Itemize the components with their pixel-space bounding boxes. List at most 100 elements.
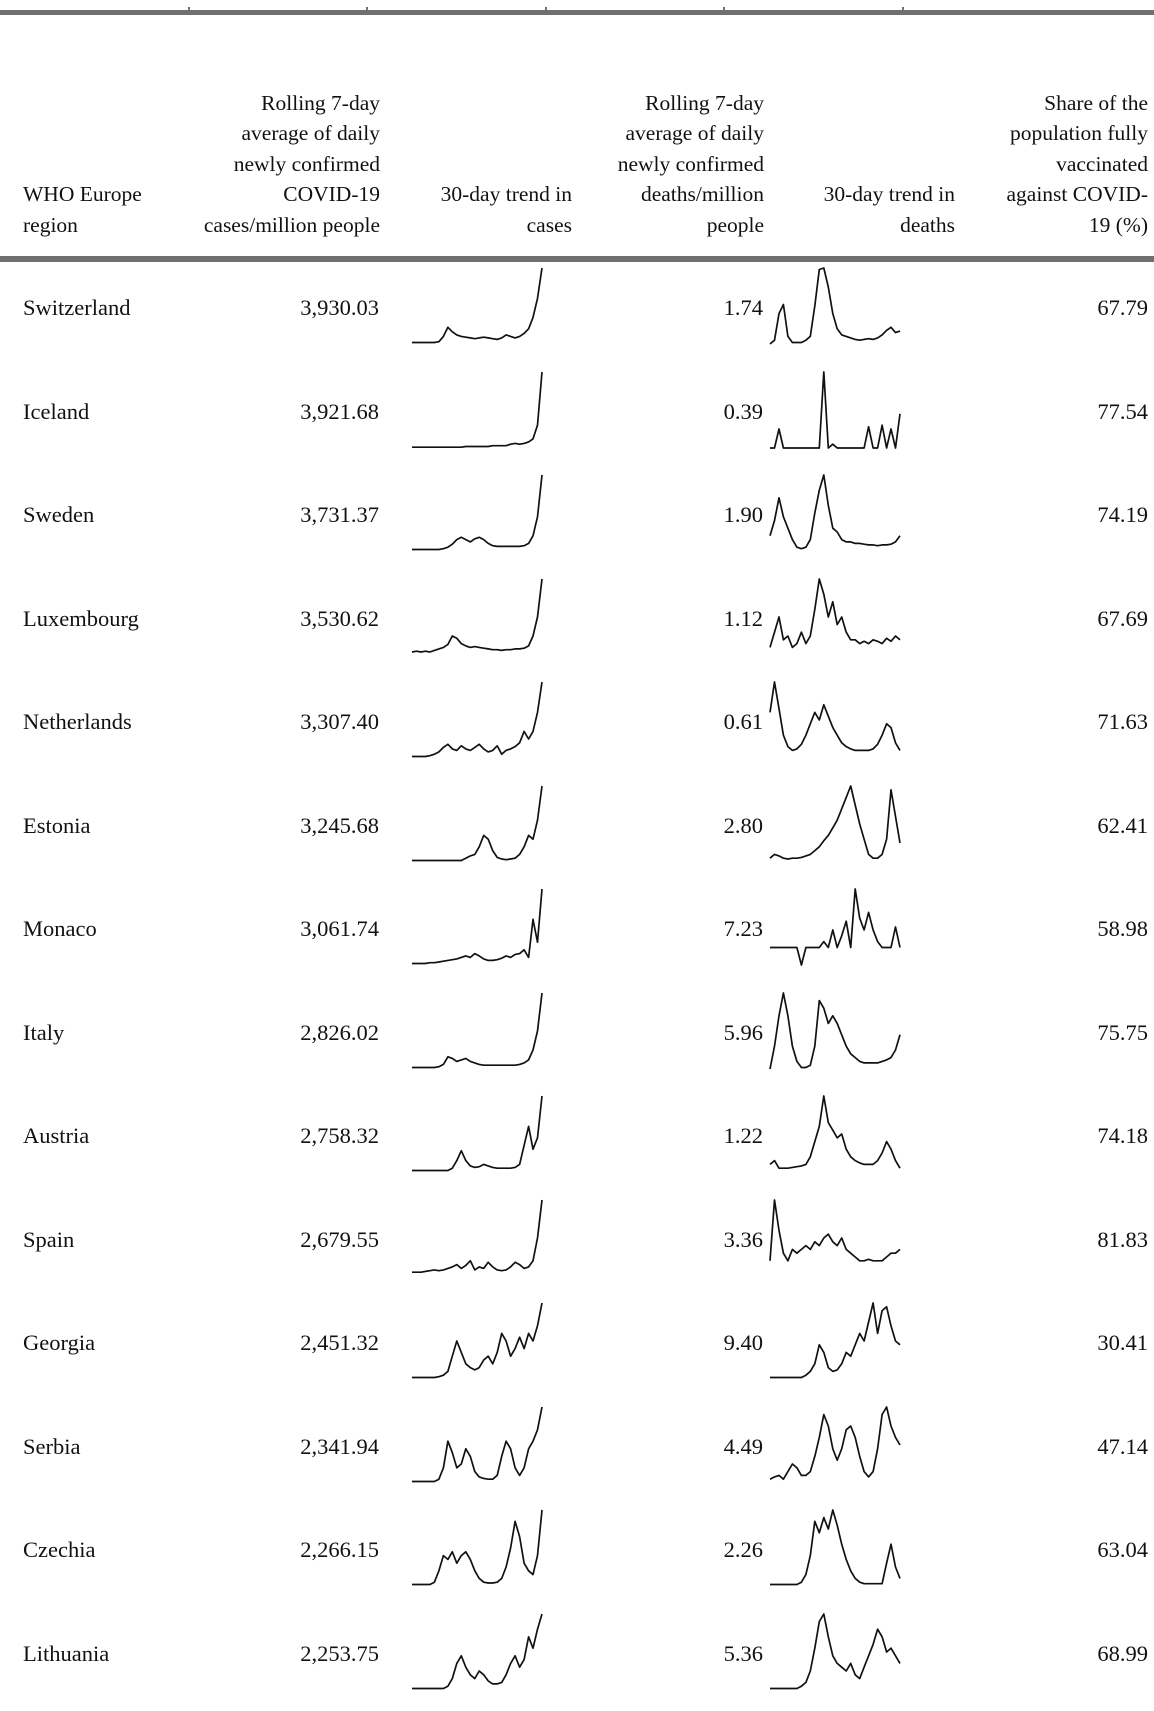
deaths-trend-sparkline-iceland xyxy=(770,372,900,448)
country-cell: Iceland xyxy=(23,397,89,427)
deaths-average-cell: 3.36 xyxy=(724,1225,763,1255)
vaccinated-share-cell: 81.83 xyxy=(1097,1225,1148,1255)
country-cell: Spain xyxy=(23,1225,74,1255)
header-vaccinated-share: Share of the population fully vaccinated… xyxy=(995,88,1148,241)
country-cell: Estonia xyxy=(23,811,91,841)
deaths-trend-sparkline-monaco-line xyxy=(770,889,900,965)
header-deaths-average: Rolling 7-day average of daily newly con… xyxy=(580,88,764,241)
table-row: Italy 2,826.02 5.96 75.75 xyxy=(0,987,1154,1091)
deaths-trend-sparkline-austria-line xyxy=(770,1096,900,1168)
vaccinated-share-cell: 75.75 xyxy=(1097,1018,1148,1048)
deaths-average-cell: 1.74 xyxy=(724,293,763,323)
vaccinated-share-cell: 67.69 xyxy=(1097,604,1148,634)
deaths-average-cell: 0.61 xyxy=(724,707,763,737)
table-row: Luxembourg 3,530.62 1.12 67.69 xyxy=(0,573,1154,677)
deaths-average-cell: 9.40 xyxy=(724,1328,763,1358)
deaths-trend-sparkline-lithuania xyxy=(770,1614,900,1690)
vaccinated-share-cell: 74.19 xyxy=(1097,500,1148,530)
cases-trend-sparkline-italy-line xyxy=(412,993,542,1068)
header-deaths-trend: 30-day trend in deaths xyxy=(785,179,955,240)
cases-trend-sparkline-austria xyxy=(412,1096,542,1172)
deaths-average-cell: 2.80 xyxy=(724,811,763,841)
cases-trend-sparkline-iceland-line xyxy=(412,372,542,447)
table-row: Switzerland 3,930.03 1.74 67.79 xyxy=(0,262,1154,366)
cases-trend-sparkline-sweden xyxy=(412,475,542,551)
cases-average-cell: 3,530.62 xyxy=(300,604,379,634)
cases-trend-sparkline-spain-line xyxy=(412,1200,542,1272)
deaths-average-cell: 4.49 xyxy=(724,1432,763,1462)
cases-trend-sparkline-serbia xyxy=(412,1407,542,1483)
country-cell: Lithuania xyxy=(23,1639,109,1669)
cases-trend-sparkline-luxembourg-line xyxy=(412,579,542,652)
deaths-trend-sparkline-iceland-line xyxy=(770,372,900,448)
cases-average-cell: 2,253.75 xyxy=(300,1639,379,1669)
country-cell: Italy xyxy=(23,1018,64,1048)
deaths-trend-sparkline-czechia-line xyxy=(770,1510,900,1585)
deaths-trend-sparkline-sweden-line xyxy=(770,475,900,549)
cases-trend-sparkline-iceland xyxy=(412,372,542,448)
cases-average-cell: 3,731.37 xyxy=(300,500,379,530)
header-cases-trend: 30-day trend in cases xyxy=(400,179,572,240)
deaths-trend-sparkline-netherlands xyxy=(770,682,900,758)
deaths-trend-sparkline-switzerland-line xyxy=(770,268,900,344)
cases-average-cell: 3,930.03 xyxy=(300,293,379,323)
country-cell: Czechia xyxy=(23,1535,95,1565)
deaths-average-cell: 1.12 xyxy=(724,604,763,634)
cases-average-cell: 2,451.32 xyxy=(300,1328,379,1358)
vaccinated-share-cell: 68.99 xyxy=(1097,1639,1148,1669)
deaths-trend-sparkline-serbia xyxy=(770,1407,900,1483)
cases-trend-sparkline-austria-line xyxy=(412,1096,542,1171)
country-cell: Luxembourg xyxy=(23,604,139,634)
cases-trend-sparkline-switzerland xyxy=(412,268,542,344)
cases-trend-sparkline-estonia xyxy=(412,786,542,862)
deaths-average-cell: 1.90 xyxy=(724,500,763,530)
deaths-trend-sparkline-spain xyxy=(770,1200,900,1276)
country-cell: Georgia xyxy=(23,1328,95,1358)
country-cell: Austria xyxy=(23,1121,89,1151)
cases-average-cell: 2,679.55 xyxy=(300,1225,379,1255)
table-row: Spain 2,679.55 3.36 81.83 xyxy=(0,1194,1154,1298)
cases-average-cell: 3,921.68 xyxy=(300,397,379,427)
country-cell: Switzerland xyxy=(23,293,130,323)
deaths-average-cell: 2.26 xyxy=(724,1535,763,1565)
cases-trend-sparkline-georgia-line xyxy=(412,1303,542,1378)
deaths-trend-sparkline-austria xyxy=(770,1096,900,1172)
cases-average-cell: 3,245.68 xyxy=(300,811,379,841)
table-row: Sweden 3,731.37 1.90 74.19 xyxy=(0,469,1154,573)
cases-trend-sparkline-netherlands xyxy=(412,682,542,758)
deaths-trend-sparkline-luxembourg xyxy=(770,579,900,655)
vaccinated-share-cell: 74.18 xyxy=(1097,1121,1148,1151)
deaths-average-cell: 5.96 xyxy=(724,1018,763,1048)
cases-average-cell: 3,307.40 xyxy=(300,707,379,737)
vaccinated-share-cell: 30.41 xyxy=(1097,1328,1148,1358)
deaths-trend-sparkline-czechia xyxy=(770,1510,900,1586)
country-cell: Netherlands xyxy=(23,707,132,737)
vaccinated-share-cell: 77.54 xyxy=(1097,397,1148,427)
country-cell: Sweden xyxy=(23,500,94,530)
cases-trend-sparkline-sweden-line xyxy=(412,475,542,550)
deaths-average-cell: 1.22 xyxy=(724,1121,763,1151)
header-region: WHO Europe region xyxy=(23,179,178,240)
header-cases-average: Rolling 7-day average of daily newly con… xyxy=(200,88,380,241)
vaccinated-share-cell: 58.98 xyxy=(1097,914,1148,944)
cases-average-cell: 2,758.32 xyxy=(300,1121,379,1151)
country-cell: Serbia xyxy=(23,1432,80,1462)
table-row: Austria 2,758.32 1.22 74.18 xyxy=(0,1090,1154,1194)
country-cell: Monaco xyxy=(23,914,97,944)
vaccinated-share-cell: 67.79 xyxy=(1097,293,1148,323)
deaths-trend-sparkline-luxembourg-line xyxy=(770,579,900,647)
cases-average-cell: 2,341.94 xyxy=(300,1432,379,1462)
deaths-trend-sparkline-lithuania-line xyxy=(770,1614,900,1689)
deaths-trend-sparkline-sweden xyxy=(770,475,900,551)
deaths-trend-sparkline-netherlands-line xyxy=(770,682,900,750)
cases-trend-sparkline-netherlands-line xyxy=(412,682,542,757)
deaths-trend-sparkline-georgia xyxy=(770,1303,900,1379)
cases-average-cell: 2,826.02 xyxy=(300,1018,379,1048)
deaths-average-cell: 7.23 xyxy=(724,914,763,944)
vaccinated-share-cell: 63.04 xyxy=(1097,1535,1148,1565)
cases-trend-sparkline-monaco-line xyxy=(412,889,542,964)
